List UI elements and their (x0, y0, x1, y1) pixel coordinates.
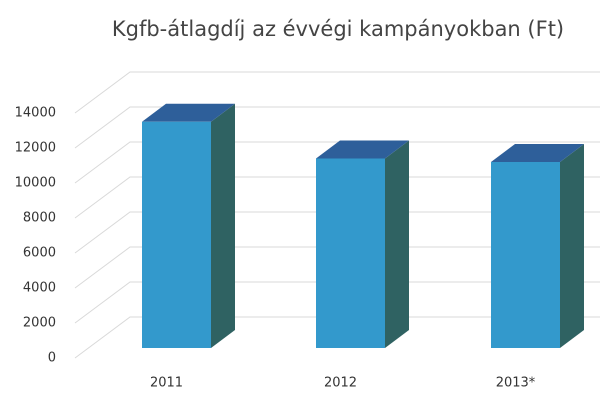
x-tick-label: 2011 (150, 376, 183, 391)
grid-line (74, 211, 600, 254)
bar-face (385, 140, 409, 348)
chart-title: Kgfb-átlagdíj az évvégi kampányokban (Ft… (112, 17, 564, 41)
bar-face (142, 121, 211, 348)
grid-line (74, 246, 600, 289)
bar-face (316, 140, 409, 159)
y-tick-label: 14000 (15, 106, 56, 121)
bar-face (491, 144, 584, 162)
bar (316, 140, 409, 348)
y-tick-label: 0 (48, 351, 56, 366)
x-tick-label: 2012 (324, 376, 357, 391)
y-tick-label: 12000 (15, 141, 56, 156)
y-tick-label: 6000 (23, 246, 56, 261)
bar-face (316, 158, 385, 348)
bar (491, 144, 584, 348)
bar-face (560, 144, 584, 348)
y-tick-label: 2000 (23, 316, 56, 331)
grid-line (74, 281, 600, 324)
y-tick-label: 4000 (23, 281, 56, 296)
bar-face (142, 103, 235, 122)
grid-line (74, 176, 600, 219)
grid-line (74, 141, 600, 184)
bar-face (211, 103, 235, 348)
x-tick-label: 2013* (496, 376, 536, 391)
y-tick-label: 10000 (15, 176, 56, 191)
bar-face (491, 162, 560, 348)
grid-line (74, 106, 600, 149)
grid-line (74, 71, 600, 114)
grid-line (74, 316, 600, 359)
bar (142, 103, 235, 348)
y-tick-label: 8000 (23, 211, 56, 226)
